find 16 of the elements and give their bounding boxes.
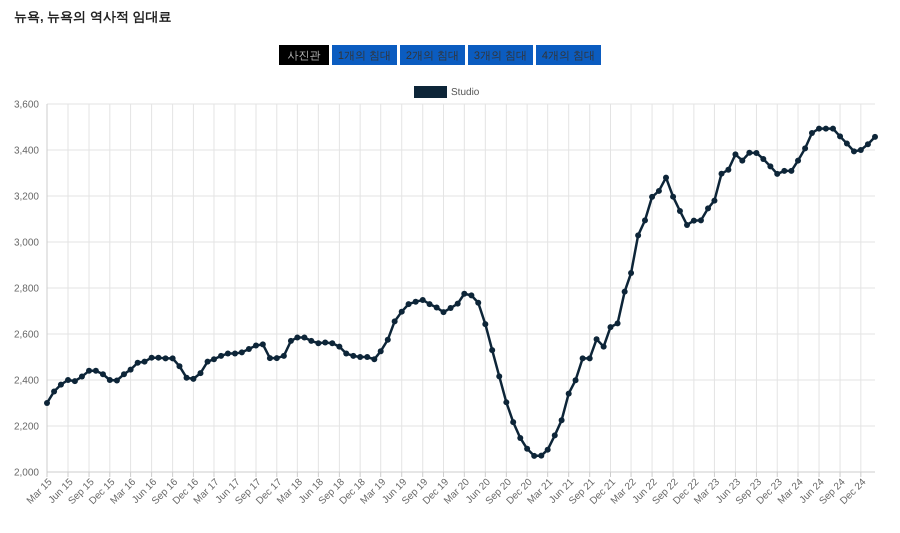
y-tick-label: 3,600 (14, 100, 40, 110)
tab-button: 2개의 침대 (400, 45, 465, 65)
tab-button: 1개의 침대 (332, 45, 397, 65)
tab-button: 3개의 침대 (468, 45, 533, 65)
y-tick-label: 2,400 (14, 376, 40, 386)
chart-title: 뉴욕, 뉴욕의 역사적 임대료 (14, 9, 172, 24)
y-tick-label: 2,600 (14, 330, 40, 340)
y-tick-label: 2,200 (14, 422, 40, 432)
tab-button: 4개의 침대 (536, 45, 601, 65)
tab-button: 사진관 (279, 45, 329, 65)
y-tick-label: 2,000 (14, 468, 40, 478)
legend-label: Studio (451, 87, 480, 98)
y-tick-label: 3,400 (14, 146, 40, 156)
y-tick-label: 3,200 (14, 192, 40, 202)
y-tick-label: 2,800 (14, 284, 40, 294)
y-tick-label: 3,000 (14, 238, 40, 248)
